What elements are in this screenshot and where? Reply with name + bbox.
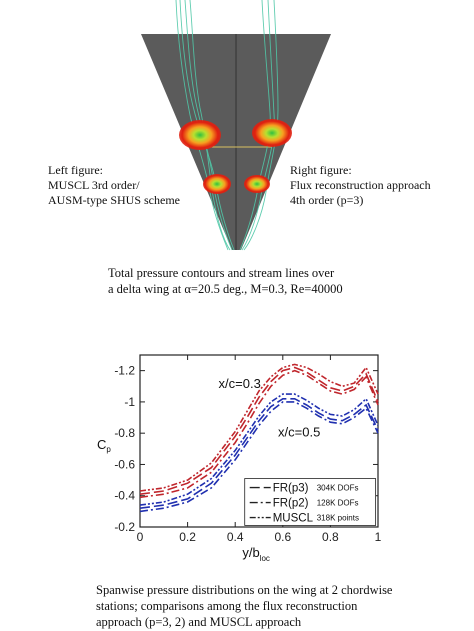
vortex-left-upper	[179, 120, 221, 150]
y-tick-label: -1	[124, 395, 135, 409]
right-label-line: Right figure:	[290, 163, 352, 177]
plot-frame	[139, 354, 379, 528]
y-tick-label: -0.6	[114, 457, 135, 471]
caption-line: approach (p=3, 2) and MUSCL approach	[96, 615, 302, 629]
caption-line: Total pressure contours and stream lines…	[108, 266, 335, 280]
series-line	[139, 393, 379, 506]
legend-label-fr-p3: FR(p3)	[273, 483, 309, 495]
x-axis-label-sub: loc	[260, 554, 270, 563]
x-tick-label: 0.4	[227, 530, 244, 544]
chart-tick-labels: 0 0.2 0.4 0.6 0.8 1 -0.2 -0.4 -0.6 -0.8 -1 -1.2	[114, 364, 381, 544]
legend-sub-muscl: 318K points	[317, 514, 359, 523]
vortex-right-lower	[244, 175, 270, 193]
series-line	[139, 401, 379, 513]
chart-axes	[139, 354, 379, 528]
series-line	[139, 397, 379, 509]
y-axis-label-main: C	[97, 437, 106, 452]
x-tick-label: 0.2	[179, 530, 196, 544]
x-tick-label: 0.8	[322, 530, 339, 544]
chart-legend: FR(p3) 304K DOFs FR(p2) 128K DOFs MUSCL …	[244, 478, 377, 526]
y-tick-label: -1.2	[114, 364, 135, 378]
annotation-xc03: x/c=0.3	[219, 376, 261, 391]
right-label-line: 4th order (p=3)	[290, 193, 364, 207]
caption-line: stations; comparisons among the flux rec…	[96, 599, 358, 613]
left-label-line: AUSM-type SHUS scheme	[48, 193, 180, 207]
y-tick-label: -0.2	[114, 520, 135, 534]
left-figure-label: Left figure: MUSCL 3rd order/ AUSM-type …	[48, 163, 180, 208]
x-tick-label: 0.6	[274, 530, 291, 544]
series-line	[139, 369, 379, 499]
y-axis-label-sub: p	[106, 445, 111, 454]
y-axis-label: Cp	[97, 437, 111, 454]
bottom-caption: Spanwise pressure distributions on the w…	[96, 582, 392, 630]
vortex-left-lower	[203, 174, 231, 194]
right-label-line: Flux reconstruction approach	[290, 178, 431, 192]
left-label-line: Left figure:	[48, 163, 103, 177]
caption-line: Spanwise pressure distributions on the w…	[96, 583, 393, 597]
legend-sub-fr-p2: 128K DOFs	[317, 499, 359, 508]
vortex-right-upper	[252, 119, 292, 147]
legend-label-muscl: MUSCL	[273, 513, 314, 525]
legend-sub-fr-p3: 304K DOFs	[317, 484, 359, 493]
y-tick-label: -0.8	[114, 426, 135, 440]
x-tick-label: 1	[375, 530, 382, 544]
chart-series	[139, 363, 379, 513]
cp-chart: 0 0.2 0.4 0.6 0.8 1 -0.2 -0.4 -0.6 -0.8 -1 -1.2 x/c…	[97, 354, 382, 563]
delta-wing-figure	[141, 0, 331, 251]
series-line	[139, 366, 379, 495]
legend-label-fr-p2: FR(p2)	[273, 498, 309, 510]
left-label-line: MUSCL 3rd order/	[48, 178, 140, 192]
x-axis-label-main: y/b	[242, 545, 259, 560]
top-figure-caption: Total pressure contours and stream lines…	[108, 265, 343, 297]
x-tick-label: 0	[137, 530, 144, 544]
y-tick-label: -0.4	[114, 489, 135, 503]
series-line	[139, 363, 379, 492]
caption-line: a delta wing at α=20.5 deg., M=0.3, Re=4…	[108, 282, 343, 296]
annotation-xc05: x/c=0.5	[278, 424, 320, 439]
x-axis-label: y/bloc	[242, 545, 270, 563]
right-figure-label: Right figure: Flux reconstruction approa…	[290, 163, 431, 208]
